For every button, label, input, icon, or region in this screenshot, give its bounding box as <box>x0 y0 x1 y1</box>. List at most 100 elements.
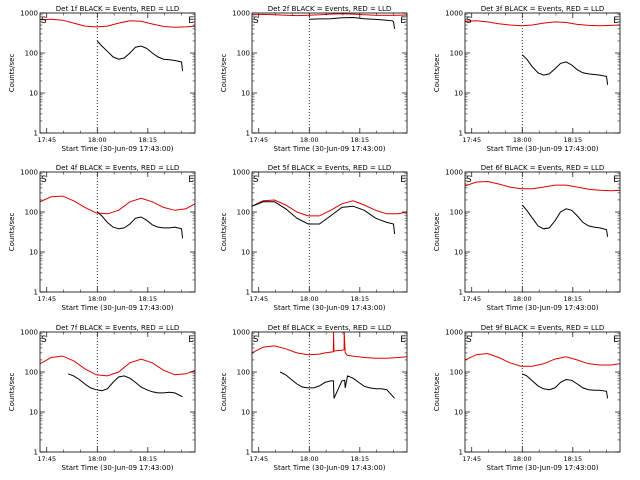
panel-title: Det 6f BLACK = Events, RED = LLD <box>481 164 604 172</box>
x-axis-label: Start Time (30-Jun-09 17:43:00) <box>274 304 386 312</box>
plot-frame <box>251 171 408 293</box>
lld-series-line <box>40 195 195 215</box>
x-axis-label: Start Time (30-Jun-09 17:43:00) <box>487 145 599 153</box>
y-tick-label: 1000 <box>232 329 250 337</box>
end-marker-label: E <box>400 175 406 185</box>
y-tick-label: 1000 <box>445 10 463 18</box>
y-tick-label: 1 <box>459 449 463 457</box>
y-tick-label: 10 <box>29 249 38 257</box>
y-tick-label: 1 <box>34 130 38 138</box>
panel-title: Det 3f BLACK = Events, RED = LLD <box>481 5 604 13</box>
panel-det-5: Det 5f BLACK = Events, RED = LLD 1 10 100 10… <box>220 164 408 312</box>
x-tick-label: 18:15 <box>350 455 369 463</box>
lld-series-line <box>252 332 407 359</box>
x-axis-label: Start Time (30-Jun-09 17:43:00) <box>62 464 174 472</box>
x-tick-label: 17:45 <box>37 455 56 463</box>
x-tick-label: 17:45 <box>249 455 268 463</box>
x-tick-label: 18:15 <box>138 455 157 463</box>
panel-title: Det 8f BLACK = Events, RED = LLD <box>268 324 391 332</box>
x-axis-label: Start Time (30-Jun-09 17:43:00) <box>62 145 174 153</box>
events-series-line <box>279 371 395 399</box>
y-tick-label: 100 <box>237 50 250 58</box>
y-tick-label: 1 <box>459 289 463 297</box>
y-axis-label: Counts/sec <box>433 213 441 252</box>
y-tick-label: 1 <box>459 130 463 138</box>
end-marker-label: E <box>400 335 406 345</box>
plot-frame <box>464 331 621 453</box>
x-tick-label: 18:00 <box>513 295 532 303</box>
y-axis-label: Counts/sec <box>433 54 441 93</box>
end-marker-label: E <box>188 335 194 345</box>
y-tick-label: 100 <box>450 369 463 377</box>
panel-title: Det 9f BLACK = Events, RED = LLD <box>481 324 604 332</box>
y-tick-label: 1000 <box>20 329 38 337</box>
y-tick-label: 1000 <box>445 169 463 177</box>
start-marker-label: S <box>253 335 259 345</box>
panel-title: Det 1f BLACK = Events, RED = LLD <box>56 5 179 13</box>
y-tick-label: 1000 <box>232 169 250 177</box>
x-tick-label: 17:45 <box>249 136 268 144</box>
x-tick-label: 18:15 <box>350 136 369 144</box>
y-tick-label: 10 <box>454 90 463 98</box>
y-tick-label: 1000 <box>445 329 463 337</box>
y-axis-label: Counts/sec <box>8 213 16 252</box>
x-tick-label: 18:00 <box>300 455 319 463</box>
y-tick-label: 1 <box>34 449 38 457</box>
x-tick-label: 17:45 <box>37 136 56 144</box>
y-tick-label: 1 <box>34 289 38 297</box>
panel-det-3: Det 3f BLACK = Events, RED = LLD 1 10 100 10… <box>433 5 621 153</box>
events-series-line <box>67 373 183 398</box>
x-axis-label: Start Time (30-Jun-09 17:43:00) <box>487 464 599 472</box>
y-tick-label: 1000 <box>20 10 38 18</box>
x-tick-label: 17:45 <box>462 136 481 144</box>
end-marker-label: E <box>613 175 619 185</box>
x-tick-label: 17:45 <box>462 455 481 463</box>
panel-det-8: Det 8f BLACK = Events, RED = LLD 1 10 100 10… <box>220 324 408 472</box>
plot-frame <box>39 331 196 453</box>
x-axis-label: Start Time (30-Jun-09 17:43:00) <box>487 304 599 312</box>
events-series-line <box>96 40 184 72</box>
panel-det-6: Det 6f BLACK = Events, RED = LLD 1 10 100 10… <box>433 164 621 312</box>
x-tick-label: 18:00 <box>513 455 532 463</box>
y-tick-label: 10 <box>241 409 250 417</box>
lld-series-line <box>40 18 195 28</box>
events-series-line <box>252 201 396 235</box>
x-tick-label: 18:00 <box>88 455 107 463</box>
plot-frame <box>464 12 621 134</box>
lld-series-line <box>252 13 407 17</box>
start-marker-label: S <box>41 175 47 185</box>
end-marker-label: E <box>613 335 619 345</box>
lld-series-line <box>465 180 620 192</box>
y-tick-label: 100 <box>25 209 38 217</box>
x-axis-label: Start Time (30-Jun-09 17:43:00) <box>274 145 386 153</box>
end-marker-label: E <box>400 16 406 26</box>
plot-frame <box>39 171 196 293</box>
y-tick-label: 100 <box>237 369 250 377</box>
plot-frame <box>39 12 196 134</box>
x-tick-label: 18:15 <box>350 295 369 303</box>
start-marker-label: S <box>466 16 472 26</box>
lld-series-line <box>465 352 620 367</box>
y-axis-label: Counts/sec <box>220 54 228 93</box>
y-tick-label: 10 <box>241 90 250 98</box>
x-axis-label: Start Time (30-Jun-09 17:43:00) <box>274 464 386 472</box>
x-tick-label: 18:15 <box>563 136 582 144</box>
y-tick-label: 1 <box>246 289 250 297</box>
x-tick-label: 18:00 <box>88 136 107 144</box>
y-tick-label: 1 <box>246 130 250 138</box>
y-tick-label: 10 <box>29 90 38 98</box>
x-tick-label: 18:00 <box>513 136 532 144</box>
panel-title: Det 7f BLACK = Events, RED = LLD <box>56 324 179 332</box>
plot-frame <box>464 171 621 293</box>
x-tick-label: 18:15 <box>138 295 157 303</box>
y-tick-label: 10 <box>454 409 463 417</box>
y-tick-label: 100 <box>450 209 463 217</box>
y-tick-label: 1000 <box>20 169 38 177</box>
start-marker-label: S <box>253 175 259 185</box>
events-series-line <box>521 204 609 237</box>
panel-det-2: Det 2f BLACK = Events, RED = LLD 1 10 100 10… <box>220 5 408 153</box>
events-series-line <box>309 16 396 29</box>
panel-title: Det 4f BLACK = Events, RED = LLD <box>56 164 179 172</box>
x-tick-label: 17:45 <box>249 295 268 303</box>
